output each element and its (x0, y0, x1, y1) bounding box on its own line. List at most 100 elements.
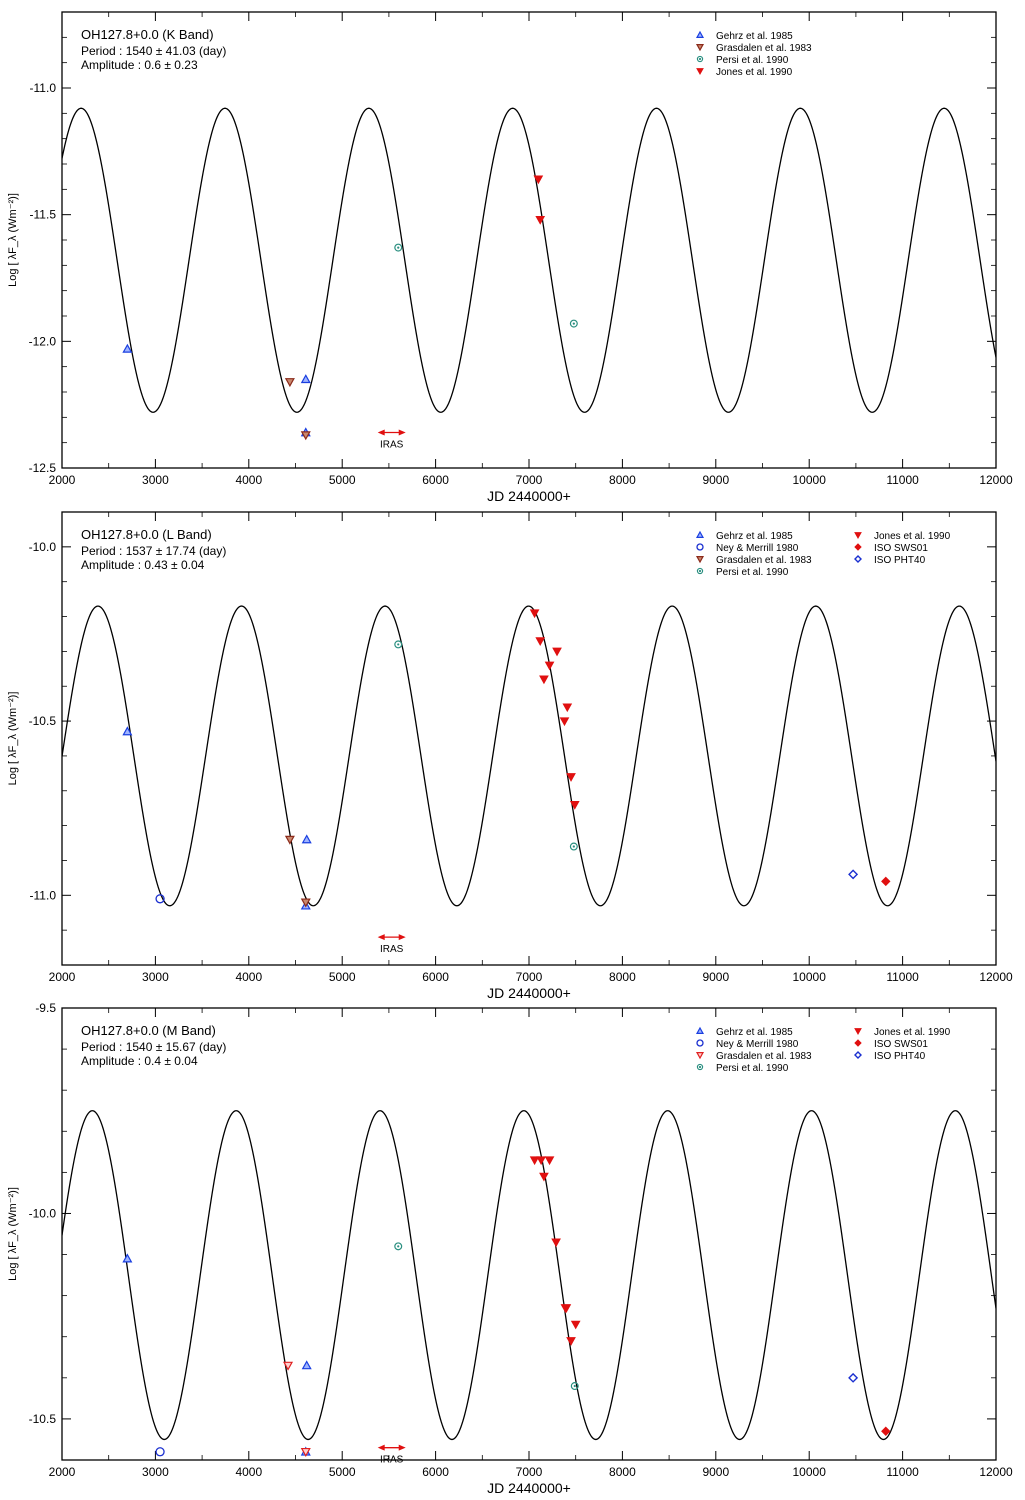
data-point (284, 835, 295, 845)
x-tick-label: 7000 (516, 970, 543, 984)
data-point (122, 726, 133, 736)
chart-panel-l-band: 2000 3000 4000 5000 6000 7000 8000 9000 10000 110… (7, 511, 1013, 1001)
data-point (301, 1360, 312, 1370)
iras-label: IRAS (380, 440, 404, 451)
x-tick-label: 4000 (235, 970, 262, 984)
legend-label: ISO SWS01 (874, 543, 928, 554)
model-fit-curve (62, 605, 996, 907)
legend-marker (696, 543, 704, 551)
x-tick-label: 4000 (235, 473, 262, 487)
x-tick-label: 8000 (609, 1465, 636, 1479)
y-axis-label: Log [ λF_λ (Wm⁻²)] (7, 692, 19, 786)
x-tick-label: 9000 (702, 970, 729, 984)
legend-label: Jones et al. 1990 (874, 531, 951, 542)
x-tick-label: 12000 (979, 970, 1013, 984)
data-point (300, 374, 311, 384)
y-tick-label: -11.0 (30, 81, 57, 95)
x-tick-label: 11000 (886, 970, 919, 984)
legend-marker (695, 44, 705, 52)
x-tick-label: 2000 (49, 1465, 76, 1479)
period-text: Period : 1540 ± 41.03 (day) (81, 44, 226, 58)
legend-label: Grasdalen et al. 1983 (716, 555, 812, 566)
chart-panel-m-band: 2000 3000 4000 5000 6000 7000 8000 9000 10000 110… (7, 1001, 1013, 1496)
x-tick-label: 8000 (609, 473, 636, 487)
x-tick-label: 2000 (49, 970, 76, 984)
x-tick-label: 3000 (142, 970, 169, 984)
amplitude-text: Amplitude : 0.6 ± 0.23 (81, 58, 198, 72)
data-point (394, 243, 403, 252)
y-tick-label: -10.0 (29, 1206, 57, 1220)
legend-marker (696, 1063, 704, 1071)
model-fit-curve (62, 107, 996, 413)
legend-label: Grasdalen et al. 1983 (716, 1051, 812, 1062)
y-tick-label: -10.5 (29, 1412, 57, 1426)
data-point (300, 431, 311, 441)
y-tick-label: -9.5 (35, 1001, 56, 1015)
x-tick-label: 9000 (702, 473, 729, 487)
data-point (539, 675, 549, 685)
y-axis-label: Log [ λF_λ (Wm⁻²)] (7, 193, 19, 287)
data-point (881, 876, 891, 887)
legend-marker (854, 1051, 862, 1059)
x-tick-label: 6000 (422, 473, 449, 487)
data-point (122, 1253, 133, 1263)
plot-frame (61, 1007, 997, 1461)
data-point (301, 834, 312, 844)
x-tick-label: 3000 (142, 1465, 169, 1479)
period-text: Period : 1537 ± 17.74 (day) (81, 544, 226, 558)
panel-title: OH127.8+0.0 (K Band) (81, 27, 214, 42)
amplitude-text: Amplitude : 0.4 ± 0.04 (81, 1054, 198, 1068)
y-axis-label: Log [ λF_λ (Wm⁻²)] (7, 1187, 19, 1281)
data-point (155, 1447, 165, 1457)
legend-marker (696, 68, 704, 76)
x-axis-label: JD 2440000+ (487, 488, 571, 504)
legend-label: ISO SWS01 (874, 1039, 928, 1050)
x-tick-label: 5000 (329, 1465, 356, 1479)
data-point (848, 869, 859, 880)
data-point (551, 1238, 561, 1248)
plot-frame (61, 511, 997, 966)
iras-epoch-arrow (377, 934, 406, 941)
legend-marker (854, 543, 862, 551)
data-point (300, 898, 311, 908)
x-tick-label: 6000 (422, 1465, 449, 1479)
legend-marker (854, 555, 862, 563)
data-point (536, 1156, 546, 1166)
legend-marker (695, 530, 705, 538)
legend-marker (695, 1052, 705, 1060)
data-point (300, 1447, 311, 1458)
legend-label: ISO PHT40 (874, 1051, 926, 1062)
legend-marker (854, 1028, 862, 1036)
data-point (881, 1426, 891, 1436)
legend-marker (695, 30, 705, 38)
x-tick-label: 12000 (979, 1465, 1013, 1479)
x-tick-label: 5000 (329, 473, 356, 487)
legend-label: Jones et al. 1990 (874, 1027, 951, 1038)
y-tick-label: -10.5 (29, 714, 57, 728)
legend-label: Persi et al. 1990 (716, 567, 789, 578)
x-tick-label: 10000 (793, 473, 827, 487)
data-point (561, 1304, 572, 1313)
y-tick-label: -12.0 (29, 334, 57, 348)
data-point (569, 842, 578, 851)
data-point (559, 717, 570, 727)
legend-label: Grasdalen et al. 1983 (716, 43, 812, 54)
legend-label: Persi et al. 1990 (716, 55, 789, 66)
legend-label: Gehrz et al. 1985 (716, 31, 793, 42)
x-axis-label: JD 2440000+ (487, 1480, 571, 1496)
data-point (122, 343, 133, 353)
iras-epoch-arrow (377, 1444, 406, 1451)
x-tick-label: 11000 (886, 473, 919, 487)
data-point (570, 1320, 581, 1330)
data-point (570, 1382, 579, 1391)
legend-label: Gehrz et al. 1985 (716, 531, 793, 542)
data-point (569, 319, 578, 328)
x-tick-label: 4000 (235, 1465, 262, 1479)
x-tick-label: 5000 (329, 970, 356, 984)
x-tick-label: 3000 (142, 473, 169, 487)
data-point (155, 894, 165, 904)
data-point (535, 216, 546, 225)
legend-label: Jones et al. 1990 (716, 67, 793, 78)
